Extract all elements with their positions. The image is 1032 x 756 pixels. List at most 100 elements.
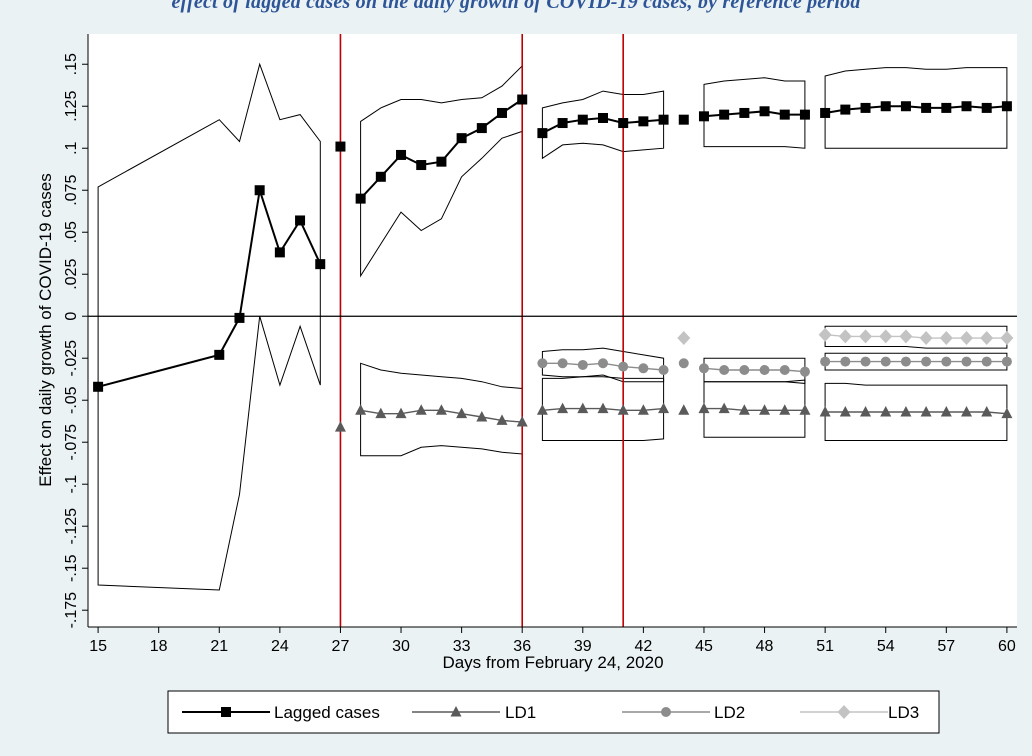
- data-point-lagged-cases-day-28: [355, 193, 366, 204]
- data-point-ld3-day-52: [838, 329, 852, 344]
- data-point-ld1-day-44: [678, 404, 690, 415]
- ci-band-lagged-cases-4: [703, 77, 806, 149]
- x-tick-label: 57: [937, 638, 955, 655]
- data-point-ld1-day-28: [355, 404, 367, 415]
- data-point-lagged-cases-day-33: [456, 133, 467, 144]
- x-tick-label: 18: [150, 638, 168, 655]
- data-point-lagged-cases-day-48: [759, 106, 770, 117]
- x-tick-label: 42: [634, 638, 652, 655]
- data-point-ld1-day-43: [658, 402, 670, 414]
- data-point-lagged-cases-day-29: [375, 171, 386, 182]
- data-point-lagged-cases-day-22: [234, 312, 245, 323]
- x-tick-label: 54: [877, 638, 895, 655]
- ci-band-lagged-cases-5: [824, 67, 1008, 149]
- data-point-lagged-cases-day-46: [719, 109, 730, 120]
- data-point-lagged-cases-day-15: [93, 381, 104, 392]
- data-point-ld2-day-41: [618, 361, 629, 372]
- data-point-lagged-cases-day-42: [638, 116, 649, 127]
- data-point-ld1-day-57: [940, 405, 952, 417]
- legend-label-ld1: LD1: [505, 703, 536, 722]
- y-tick-label: -.05: [63, 386, 80, 414]
- data-point-ld1-day-27: [334, 421, 346, 432]
- data-point-ld1-day-55: [900, 405, 912, 417]
- y-tick-label: .1: [63, 141, 80, 154]
- x-tick-label: 39: [574, 638, 592, 655]
- data-point-ld3-day-51: [818, 327, 832, 342]
- data-point-ld1-day-34: [476, 411, 488, 422]
- data-point-ld1-day-41: [617, 404, 629, 415]
- data-point-lagged-cases-day-58: [961, 101, 972, 112]
- x-tick-label: 36: [513, 638, 531, 655]
- data-point-ld2-day-47: [739, 364, 750, 375]
- data-point-ld1-day-52: [839, 405, 851, 417]
- data-point-ld2-day-56: [921, 356, 932, 367]
- axes: -.175 -.15 -.125 -.1 -.075 -.05 -.025 0 .025 .05.…: [63, 34, 1017, 655]
- ci-band-ld1-4: [824, 382, 1008, 441]
- data-point-lagged-cases-day-52: [840, 104, 851, 115]
- x-tick-label: 33: [453, 638, 471, 655]
- reference-lines: [339, 34, 624, 627]
- data-point-ld3-day-60: [1000, 331, 1014, 346]
- data-point-ld1-day-48: [759, 404, 771, 415]
- data-point-ld2-day-53: [860, 356, 871, 367]
- x-tick-label: 27: [332, 638, 350, 655]
- plot-area: [88, 34, 1017, 627]
- x-tick-label: 60: [998, 638, 1016, 655]
- legend-marker-ld3: [837, 705, 851, 719]
- data-point-ld2-day-59: [981, 356, 992, 367]
- y-tick-label: 0: [63, 312, 80, 321]
- data-point-lagged-cases-day-34: [476, 123, 487, 134]
- legend-marker-ld2: [661, 707, 671, 717]
- y-tick-label: -.025: [63, 340, 80, 377]
- data-point-ld3-day-55: [899, 329, 913, 344]
- ci-band-ld2-2: [703, 357, 806, 384]
- data-point-lagged-cases-day-21: [214, 349, 225, 360]
- x-tick-label: 45: [695, 638, 713, 655]
- data-point-ld1-day-47: [738, 404, 750, 415]
- data-point-ld1-day-36: [516, 416, 528, 427]
- data-point-ld1-day-53: [860, 405, 872, 417]
- data-point-lagged-cases-day-30: [396, 149, 407, 160]
- data-point-lagged-cases-day-38: [557, 118, 568, 129]
- data-point-ld1-day-29: [375, 407, 387, 419]
- data-point-lagged-cases-day-49: [779, 109, 790, 120]
- ci-band-ld2-1: [541, 347, 665, 383]
- y-tick-label: .025: [63, 259, 80, 290]
- data-point-ld2-day-43: [658, 364, 669, 375]
- y-axis-title: Effect on daily growth of COVID-19 cases: [36, 173, 55, 486]
- data-point-ld2-day-58: [961, 356, 972, 367]
- data-point-ld1-day-51: [819, 405, 831, 417]
- data-point-lagged-cases-day-51: [820, 107, 831, 118]
- data-point-ld1-day-38: [557, 402, 569, 414]
- y-tick-label: .075: [63, 175, 80, 206]
- figure-caption: effect of lagged cases on the daily grow…: [171, 0, 861, 13]
- data-point-ld3-day-53: [859, 329, 873, 344]
- data-point-ld2-day-51: [820, 356, 831, 367]
- y-tick-label: .125: [63, 91, 80, 122]
- data-point-ld2-day-48: [759, 364, 770, 375]
- data-point-ld3-day-58: [960, 331, 974, 346]
- data-point-lagged-cases-day-24: [274, 247, 285, 258]
- data-point-ld1-day-56: [920, 405, 932, 417]
- series-line-ld3-2: [825, 334, 1007, 339]
- data-point-ld1-day-35: [496, 414, 508, 425]
- data-point-ld2-day-54: [880, 356, 891, 367]
- data-point-ld3-day-59: [980, 331, 994, 346]
- data-point-ld3-day-56: [919, 331, 933, 346]
- data-point-lagged-cases-day-25: [295, 215, 306, 226]
- data-point-lagged-cases-day-27: [335, 141, 346, 152]
- data-point-lagged-cases-day-35: [497, 107, 508, 118]
- data-point-ld2-day-50: [799, 366, 810, 377]
- data-point-ld2-day-37: [537, 358, 548, 369]
- data-point-ld3-day-57: [939, 331, 953, 346]
- data-point-ld1-day-39: [577, 402, 589, 414]
- data-point-lagged-cases-day-44: [678, 114, 689, 125]
- data-point-ld3-day-44: [677, 331, 691, 346]
- data-point-lagged-cases-day-32: [436, 156, 447, 167]
- data-point-ld1-day-54: [880, 405, 892, 417]
- data-point-lagged-cases-day-60: [1001, 101, 1012, 112]
- data-point-ld1-day-33: [456, 407, 468, 419]
- data-point-ld3-day-54: [879, 329, 893, 344]
